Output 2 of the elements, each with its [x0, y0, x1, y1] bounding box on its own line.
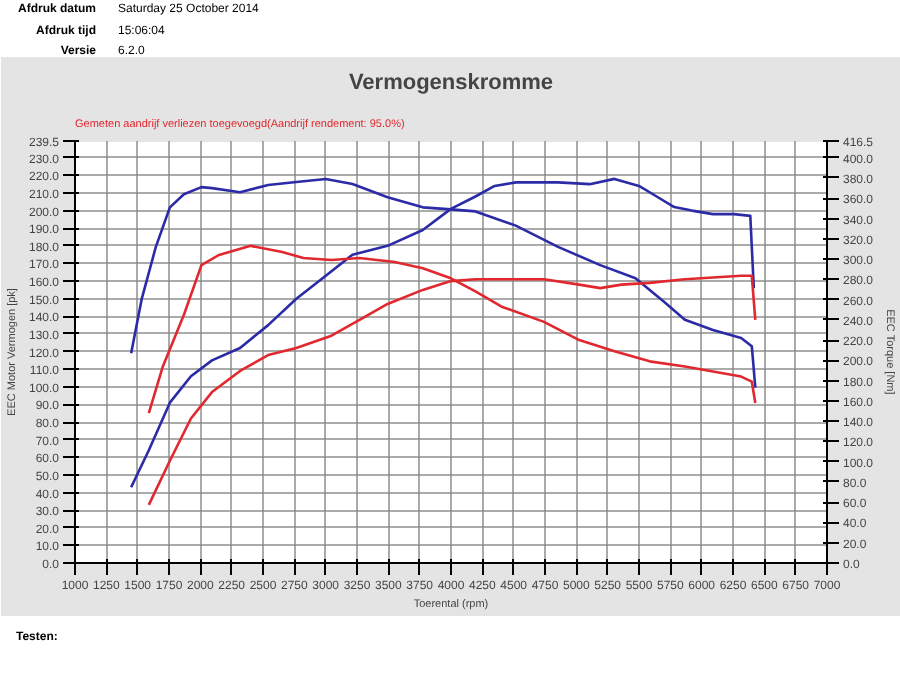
- line-series: [129, 177, 756, 489]
- chart-title: Vermogenskromme: [348, 71, 554, 95]
